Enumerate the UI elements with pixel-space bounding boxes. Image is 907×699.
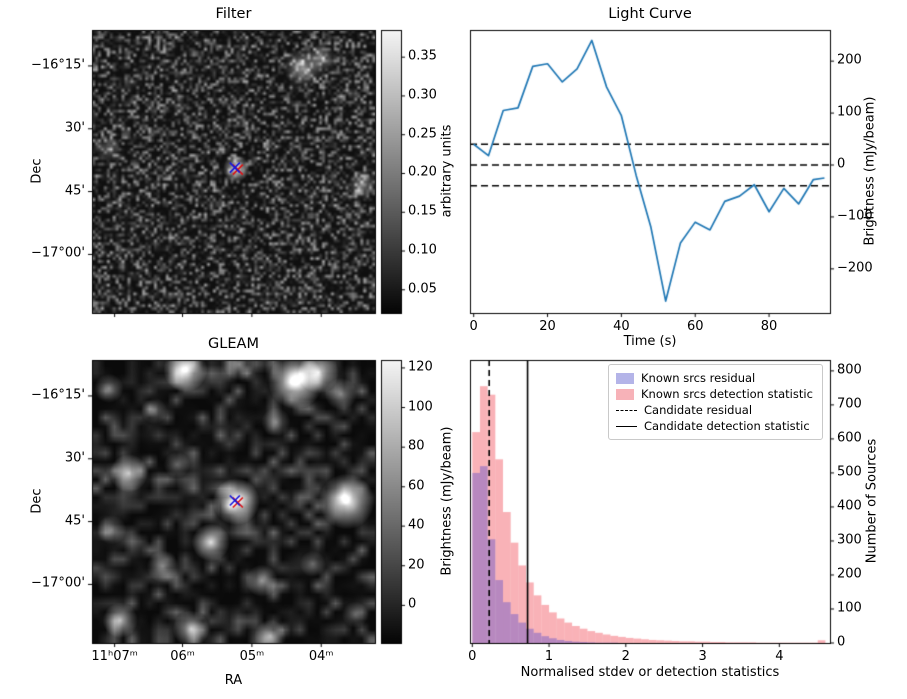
gleam-ytick-label: −17°00' xyxy=(30,575,85,591)
gleam-ytick-label: 45' xyxy=(64,513,85,529)
legend-item-vline-0: Candidate residual xyxy=(616,403,813,417)
gleam-ytick-label: −16°15' xyxy=(30,387,85,403)
filter-colorbar-label: arbitrary units xyxy=(439,124,455,218)
histogram-xtick-label: 3 xyxy=(698,649,707,664)
gleam-colorbar-tick-label: 0 xyxy=(408,596,417,612)
filter-colorbar-tick-label: 0.30 xyxy=(408,87,437,103)
gleam-colorbar-tick-label: 60 xyxy=(408,478,425,494)
gleam-colorbar-label: Brightness (mJy/beam) xyxy=(439,426,455,576)
gleam-colorbar-tick-label: 40 xyxy=(408,517,425,533)
lightcurve-ytick-label: −200 xyxy=(837,260,873,276)
ra-axis-label: RA xyxy=(224,673,243,688)
histogram-legend: Known srcs residual Known srcs detection … xyxy=(608,364,823,440)
filter-ytick-label: 30' xyxy=(64,120,85,136)
filter-dec-axis-label: Dec xyxy=(29,158,45,184)
histogram-xtick-label: 1 xyxy=(544,649,554,664)
filter-colorbar-tick-label: 0.15 xyxy=(408,203,437,219)
histogram-ytick-label: 800 xyxy=(837,362,862,378)
filter-title: Filter xyxy=(215,6,252,22)
legend-label: Known srcs residual xyxy=(641,371,756,385)
lightcurve-ytick-label: −100 xyxy=(837,208,873,224)
histogram-ytick-label: 400 xyxy=(837,498,862,514)
legend-line-icon xyxy=(616,425,637,427)
lightcurve-xtick-label: 80 xyxy=(760,319,778,334)
gleam-xtick-label: 11ʰ07ᵐ xyxy=(91,649,138,664)
filter-colorbar-tick-label: 0.35 xyxy=(408,48,437,64)
legend-line-icon xyxy=(616,409,637,411)
histogram-xtick-label: 4 xyxy=(775,649,784,664)
filter-ytick-label: −16°15' xyxy=(30,57,85,73)
light-curve-title: Light Curve xyxy=(608,6,692,22)
filter-colorbar-tick-label: 0.05 xyxy=(408,281,437,297)
histogram-x-axis-label: Normalised stdev or detection statistics xyxy=(520,665,780,680)
gleam-dec-axis-label: Dec xyxy=(29,488,45,514)
histogram-ytick-label: 700 xyxy=(837,396,862,412)
legend-label: Candidate residual xyxy=(644,403,753,417)
gleam-xtick-label: 06ᵐ xyxy=(170,649,195,664)
histogram-ytick-label: 500 xyxy=(837,464,862,480)
gleam-colorbar-tick-label: 80 xyxy=(408,438,425,454)
filter-colorbar-tick-label: 0.20 xyxy=(408,165,437,180)
filter-colorbar-tick-label: 0.25 xyxy=(408,126,437,142)
filter-ytick-label: −17°00' xyxy=(30,245,85,261)
histogram-sources-label: Number of Sources xyxy=(864,438,880,564)
gleam-ytick-label: 30' xyxy=(64,450,85,466)
histogram-ytick-label: 100 xyxy=(837,600,862,616)
gleam-xtick-label: 04ᵐ xyxy=(308,649,334,664)
legend-swatch-icon xyxy=(616,388,634,400)
gleam-xtick-label: 05ᵐ xyxy=(239,649,265,664)
histogram-ytick-label: 200 xyxy=(837,566,862,582)
gleam-title: GLEAM xyxy=(208,336,259,352)
lightcurve-ytick-label: 100 xyxy=(837,104,862,120)
gleam-colorbar-tick-label: 100 xyxy=(408,399,433,415)
legend-label: Candidate detection statistic xyxy=(644,419,810,433)
filter-colorbar-tick-label: 0.10 xyxy=(408,242,437,258)
lightcurve-xtick-label: 0 xyxy=(469,319,478,334)
lightcurve-xtick-label: 20 xyxy=(539,319,556,334)
legend-swatch-icon xyxy=(616,372,634,384)
lightcurve-ytick-label: 200 xyxy=(837,52,862,68)
legend-item-series-1: Known srcs detection statistic xyxy=(616,387,813,401)
gleam-colorbar-tick-label: 20 xyxy=(408,557,425,573)
lightcurve-xtick-label: 40 xyxy=(613,319,630,334)
lightcurve-xtick-label: 60 xyxy=(686,319,704,334)
filter-ytick-label: 45' xyxy=(64,183,85,199)
histogram-ytick-label: 0 xyxy=(837,634,846,650)
histogram-xtick-label: 2 xyxy=(621,649,630,664)
histogram-xtick-label: 0 xyxy=(468,649,477,664)
time-axis-label: Time (s) xyxy=(623,334,677,349)
legend-item-vline-1: Candidate detection statistic xyxy=(616,419,813,433)
gleam-colorbar-tick-label: 120 xyxy=(408,359,433,375)
histogram-ytick-label: 300 xyxy=(837,532,862,548)
legend-label: Known srcs detection statistic xyxy=(641,387,813,401)
lightcurve-ytick-label: 0 xyxy=(837,156,846,172)
histogram-ytick-label: 600 xyxy=(837,430,862,446)
legend-item-series-0: Known srcs residual xyxy=(616,371,813,385)
